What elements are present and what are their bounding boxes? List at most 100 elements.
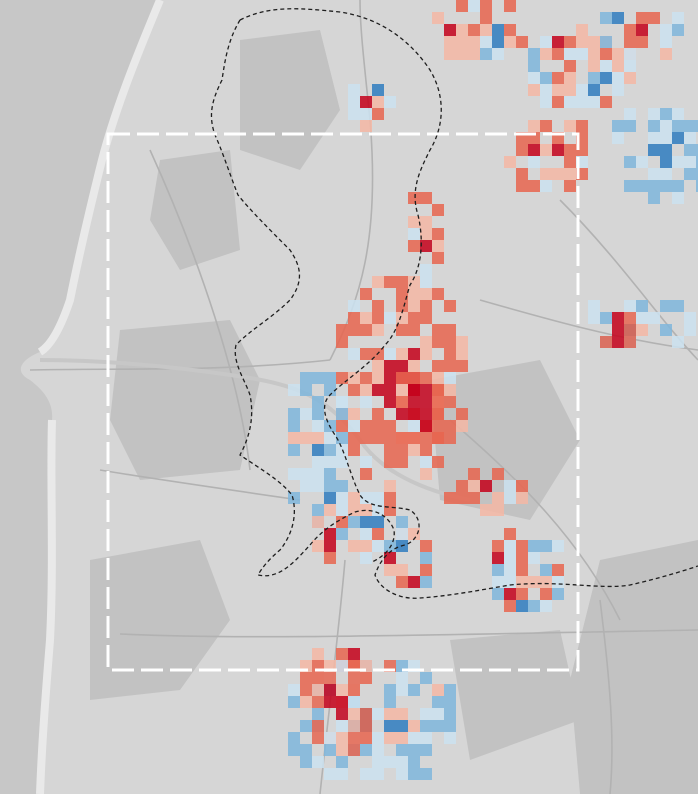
raster-cell: [300, 720, 312, 732]
raster-cell: [564, 96, 576, 108]
raster-cell: [432, 324, 444, 336]
raster-cell: [360, 540, 372, 552]
raster-cell: [408, 348, 420, 360]
raster-cell: [612, 132, 624, 144]
raster-cell: [420, 732, 432, 744]
raster-cell: [576, 48, 588, 60]
raster-cell: [348, 516, 360, 528]
raster-cell: [336, 336, 348, 348]
raster-cell: [492, 540, 504, 552]
raster-cell: [540, 144, 552, 156]
raster-cell: [492, 576, 504, 588]
raster-cell: [312, 444, 324, 456]
raster-cell: [504, 564, 516, 576]
raster-cell: [348, 684, 360, 696]
raster-cell: [420, 396, 432, 408]
raster-cell: [312, 720, 324, 732]
raster-cell: [336, 744, 348, 756]
raster-cell: [456, 360, 468, 372]
raster-cell: [408, 324, 420, 336]
raster-cell: [564, 120, 576, 132]
raster-cell: [396, 348, 408, 360]
raster-cell: [420, 552, 432, 564]
raster-cell: [492, 36, 504, 48]
raster-cell: [384, 480, 396, 492]
raster-cell: [324, 672, 336, 684]
raster-cell: [408, 444, 420, 456]
raster-cell: [552, 72, 564, 84]
raster-cell: [516, 588, 528, 600]
raster-cell: [360, 324, 372, 336]
raster-cell: [492, 492, 504, 504]
raster-cell: [336, 648, 348, 660]
raster-cell: [288, 696, 300, 708]
raster-cell: [624, 300, 636, 312]
raster-cell: [492, 552, 504, 564]
raster-cell: [432, 432, 444, 444]
raster-cell: [312, 420, 324, 432]
raster-cell: [288, 684, 300, 696]
raster-cell: [444, 360, 456, 372]
raster-cell: [576, 120, 588, 132]
raster-cell: [432, 240, 444, 252]
raster-cell: [372, 312, 384, 324]
raster-cell: [468, 468, 480, 480]
raster-cell: [480, 36, 492, 48]
raster-cell: [408, 684, 420, 696]
raster-cell: [444, 696, 456, 708]
raster-cell: [504, 552, 516, 564]
raster-cell: [612, 336, 624, 348]
raster-cell: [408, 744, 420, 756]
raster-cell: [444, 720, 456, 732]
raster-cell: [540, 564, 552, 576]
raster-cell: [432, 720, 444, 732]
raster-cell: [336, 516, 348, 528]
raster-cell: [348, 300, 360, 312]
raster-cell: [384, 444, 396, 456]
raster-cell: [456, 348, 468, 360]
raster-cell: [396, 708, 408, 720]
raster-cell: [360, 348, 372, 360]
raster-cell: [408, 192, 420, 204]
raster-cell: [348, 348, 360, 360]
raster-cell: [672, 24, 684, 36]
raster-cell: [420, 264, 432, 276]
raster-cell: [552, 144, 564, 156]
raster-cell: [420, 744, 432, 756]
raster-cell: [408, 528, 420, 540]
raster-cell: [492, 564, 504, 576]
raster-cell: [408, 228, 420, 240]
raster-cell: [360, 552, 372, 564]
raster-cell: [420, 720, 432, 732]
raster-cell: [600, 72, 612, 84]
raster-cell: [564, 72, 576, 84]
raster-cell: [432, 252, 444, 264]
raster-cell: [552, 168, 564, 180]
raster-cell: [444, 300, 456, 312]
raster-cell: [336, 528, 348, 540]
raster-cell: [540, 600, 552, 612]
raster-cell: [540, 36, 552, 48]
raster-cell: [432, 384, 444, 396]
raster-cell: [492, 24, 504, 36]
raster-cell: [612, 84, 624, 96]
raster-cell: [624, 48, 636, 60]
raster-cell: [672, 12, 684, 24]
raster-cell: [504, 588, 516, 600]
raster-cell: [600, 96, 612, 108]
raster-cell: [348, 708, 360, 720]
raster-cell: [648, 144, 660, 156]
raster-cell: [588, 300, 600, 312]
raster-cell: [432, 420, 444, 432]
raster-cell: [516, 576, 528, 588]
raster-cell: [396, 300, 408, 312]
raster-cell: [336, 696, 348, 708]
raster-cell: [660, 24, 672, 36]
raster-cell: [372, 324, 384, 336]
raster-cell: [372, 744, 384, 756]
raster-cell: [540, 168, 552, 180]
raster-cell: [348, 720, 360, 732]
raster-cell: [396, 456, 408, 468]
